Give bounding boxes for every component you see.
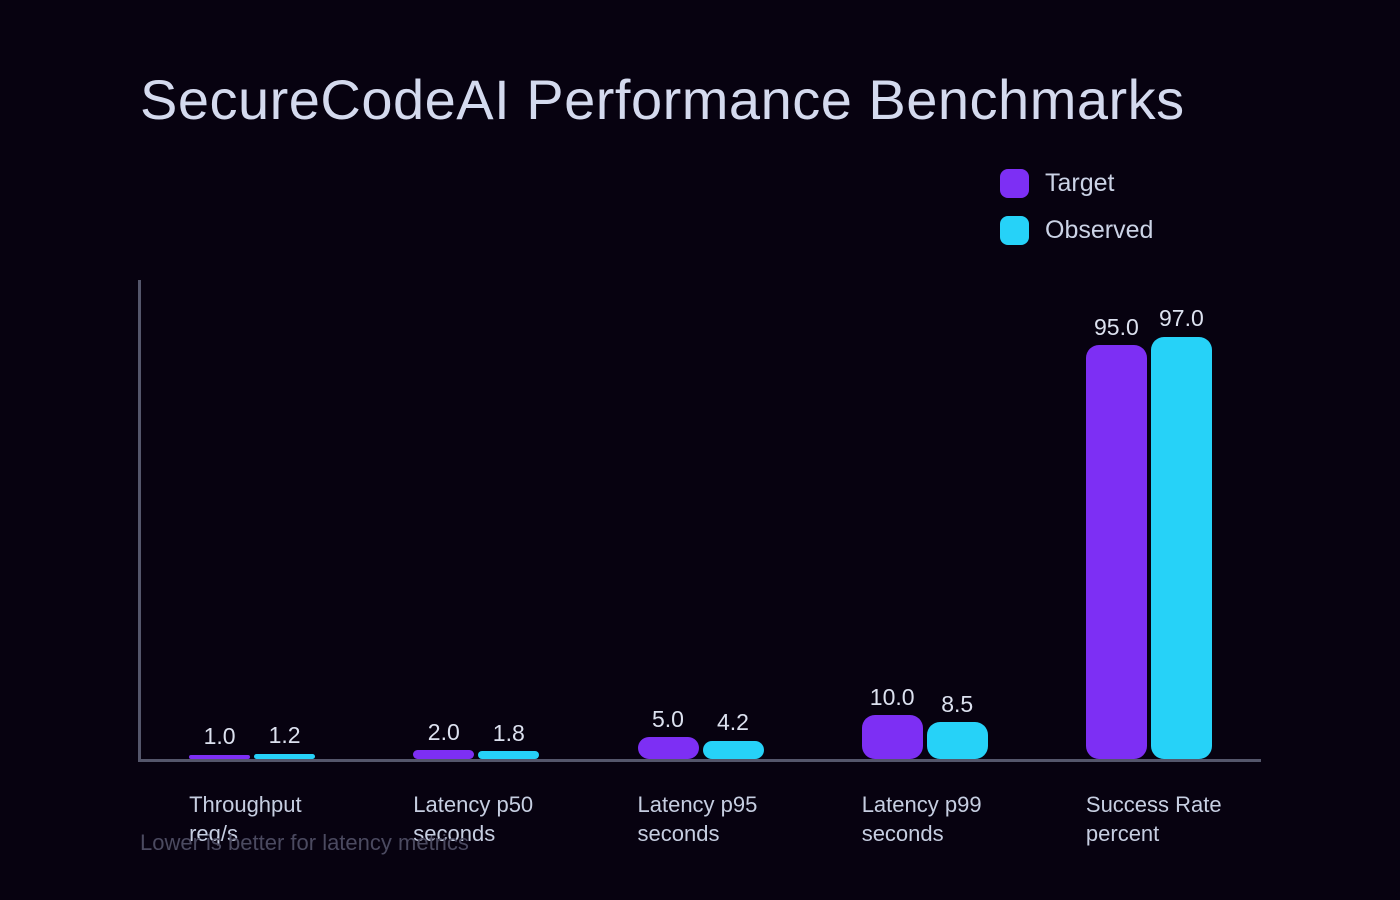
category-label: Latency p95 seconds xyxy=(637,792,758,846)
bar-value-label: 95.0 xyxy=(1094,313,1139,340)
bar-value-label: 1.0 xyxy=(203,723,236,750)
legend-swatch-icon xyxy=(1000,216,1029,245)
chart-title: SecureCodeAI Performance Benchmarks xyxy=(140,68,1185,131)
bar-target xyxy=(1085,345,1147,759)
bar-column: 95.0 xyxy=(1085,313,1147,759)
bar-group: 10.0 8.5 xyxy=(861,684,988,759)
bar-value-label: 8.5 xyxy=(941,690,974,717)
bar-observed xyxy=(926,722,988,759)
bar-group: 1.0 1.2 xyxy=(189,722,316,759)
bar-column: 97.0 xyxy=(1150,305,1212,759)
category-label: Latency p99 seconds xyxy=(861,792,982,846)
bar-target xyxy=(637,737,699,759)
legend-swatch-icon xyxy=(1000,169,1029,198)
category-label: Success Rate percent xyxy=(1085,792,1222,846)
bar-target xyxy=(189,754,251,759)
bar-value-label: 97.0 xyxy=(1159,305,1204,332)
bar-column: 10.0 xyxy=(861,684,923,759)
bar-observed xyxy=(254,753,316,759)
bar-column: 2.0 xyxy=(413,718,475,759)
category-label: Latency p50 seconds xyxy=(413,792,534,846)
bar-observed xyxy=(702,740,764,759)
legend-item-observed: Observed xyxy=(1000,216,1153,245)
y-axis-line xyxy=(138,280,141,762)
bar-column: 4.2 xyxy=(702,709,764,759)
bar-value-label: 2.0 xyxy=(427,718,460,745)
bar-value-label: 1.8 xyxy=(492,719,525,746)
bar-value-label: 10.0 xyxy=(869,684,915,711)
bar-value-label: 4.2 xyxy=(717,709,749,736)
footnote-annotation: Lower is better for latency metrics xyxy=(140,830,469,855)
bar-value-label: 5.0 xyxy=(652,705,684,732)
legend: Target Observed xyxy=(1000,169,1153,245)
bar-observed xyxy=(478,751,540,759)
bar-column: 8.5 xyxy=(926,690,988,759)
legend-label: Observed xyxy=(1045,216,1154,244)
legend-label: Target xyxy=(1045,169,1115,197)
x-axis-line xyxy=(138,759,1261,762)
bar-value-label: 1.2 xyxy=(268,722,301,749)
bar-group: 2.0 1.8 xyxy=(413,718,540,759)
bar-group: 95.0 97.0 xyxy=(1085,305,1212,759)
bar-target xyxy=(413,750,475,759)
bar-column: 1.8 xyxy=(478,719,540,759)
bar-target xyxy=(861,715,923,759)
bar-column: 5.0 xyxy=(637,705,699,759)
bar-observed xyxy=(1150,336,1212,759)
category-label: Throughput req/s xyxy=(189,792,302,846)
bar-column: 1.0 xyxy=(189,723,251,759)
bar-group: 5.0 4.2 xyxy=(637,705,764,759)
legend-item-target: Target xyxy=(1000,169,1153,198)
bar-column: 1.2 xyxy=(254,722,316,759)
